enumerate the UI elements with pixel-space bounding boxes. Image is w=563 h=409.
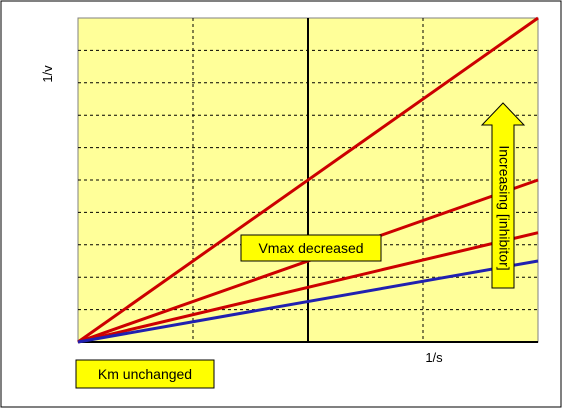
vmax-annotation-text: Vmax decreased [258, 240, 363, 256]
y-axis-label: 1/v [40, 65, 55, 83]
vmax-annotation: Vmax decreased [240, 234, 382, 262]
x-axis-label: 1/s [425, 350, 443, 365]
vmax-annotation-box [240, 234, 382, 262]
series-line-1 [77, 16, 539, 344]
km-annotation-text: Km unchanged [98, 366, 192, 382]
series-line-3 [77, 231, 539, 344]
km-annotation-box [75, 359, 215, 389]
arrow-up-icon [480, 102, 526, 289]
series-line-4 [77, 259, 539, 344]
km-annotation: Km unchanged [75, 359, 215, 389]
inhibitor-arrow: Increasing [inhibitor] [480, 102, 526, 289]
inhibitor-annotation-text: Increasing [inhibitor] [496, 145, 512, 270]
